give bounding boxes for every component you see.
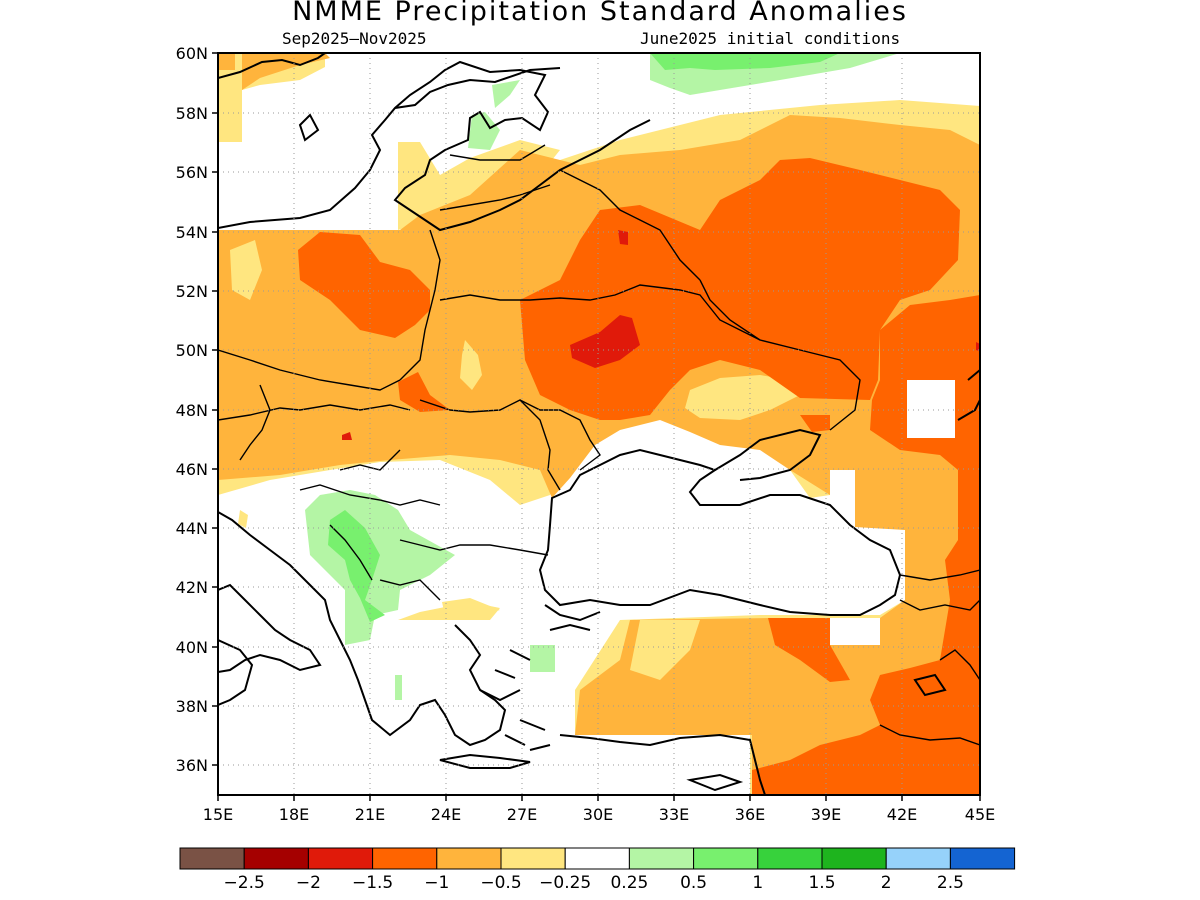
coastline-finland — [394, 67, 561, 109]
lat-label: 38N — [176, 697, 208, 716]
map-frame — [217, 52, 981, 796]
colorbar-label: 1 — [752, 873, 763, 893]
colorbar-label: −0.25 — [539, 873, 591, 893]
map-title: NMME Precipitation Standard Anomalies — [292, 0, 908, 27]
colorbar-swatch — [243, 847, 309, 870]
colorbar-swatch — [757, 847, 823, 870]
season-label: Sep2025–Nov2025 — [282, 29, 427, 48]
colorbar-label: −1.5 — [352, 873, 393, 893]
lat-label: 54N — [176, 223, 208, 242]
coastline-crete — [439, 753, 531, 769]
colorbar-label: −0.5 — [480, 873, 521, 893]
border-central-europe — [218, 349, 411, 461]
lon-label: 42E — [887, 805, 917, 824]
lat-label: 44N — [176, 519, 208, 538]
colorbar: −2.5 −2 −1.5 −1 −0.5 −0.25 0.25 0.5 1 1.5 2 2.5 — [179, 847, 1016, 893]
coastline-italy — [218, 583, 322, 673]
coastline-azov — [714, 428, 822, 481]
coastline-gotland — [298, 113, 320, 142]
lat-label: 36N — [176, 756, 208, 775]
coastline-aegean-islands — [479, 649, 551, 751]
border-ukraine-russia — [699, 279, 861, 431]
lat-label: 48N — [176, 401, 208, 420]
coastline-marmara — [544, 604, 601, 631]
lon-label: 24E — [431, 805, 461, 824]
lon-label: 30E — [583, 805, 613, 824]
lat-label: 40N — [176, 638, 208, 657]
colorbar-label: 2 — [881, 873, 892, 893]
border-ukraine-moldova — [519, 399, 601, 471]
lon-label: 27E — [507, 805, 537, 824]
border-balkans — [299, 484, 549, 601]
masked-cells — [830, 380, 955, 645]
colorbar-label: 1.5 — [808, 873, 835, 893]
coastline-sweden-west — [218, 53, 326, 79]
lon-label: 33E — [659, 805, 689, 824]
colorbar-swatch — [436, 847, 502, 870]
lat-label: 50N — [176, 341, 208, 360]
lat-label: 58N — [176, 104, 208, 123]
lon-label: 45E — [965, 805, 995, 824]
colorbar-swatch — [307, 847, 374, 870]
colorbar-swatch — [885, 847, 951, 870]
colorbar-swatch — [564, 847, 630, 870]
colorbar-label: 2.5 — [937, 873, 964, 893]
border-baltic-states — [439, 144, 551, 211]
longitude-labels: 15E 18E 21E 24E 27E 30E 33E 36E 39E 42E … — [203, 805, 995, 824]
colorbar-label: 0.25 — [610, 873, 648, 893]
grid-lines — [218, 53, 980, 795]
lon-label: 15E — [203, 805, 233, 824]
coastline-caspian — [957, 369, 980, 421]
coastline-lake-van — [913, 673, 947, 697]
colorbar-swatch — [628, 847, 695, 870]
coastlines — [218, 53, 980, 795]
colorbar-swatch — [821, 847, 887, 870]
border-romania — [339, 399, 561, 491]
colorbar-swatch — [372, 847, 438, 870]
lat-label: 42N — [176, 578, 208, 597]
anomaly-field — [218, 53, 980, 795]
lat-label: 56N — [176, 163, 208, 182]
anomaly-region-orange — [298, 158, 980, 795]
tick-marks — [212, 52, 981, 801]
coastline-italy-heel — [218, 639, 254, 706]
lat-label: 52N — [176, 282, 208, 301]
lon-label: 39E — [811, 805, 841, 824]
lon-label: 21E — [355, 805, 385, 824]
border-russia-belarus — [559, 169, 701, 281]
lat-label: 46N — [176, 460, 208, 479]
colorbar-swatch — [693, 847, 759, 870]
coastline-adriatic — [218, 511, 507, 747]
border-belarus-south — [439, 284, 761, 341]
colorbar-label: 0.5 — [680, 873, 707, 893]
coastline-scandinavia — [218, 60, 651, 232]
border-poland-east — [399, 229, 441, 381]
colorbar-swatch — [949, 847, 1016, 870]
anomaly-region-light-orange — [218, 53, 980, 795]
coastline-black-sea — [538, 448, 902, 616]
lon-label: 36E — [735, 805, 765, 824]
colorbar-swatch — [179, 847, 245, 870]
colorbar-label: −2 — [296, 873, 321, 893]
anomaly-region-light-green — [305, 53, 900, 700]
colorbar-label: −1 — [424, 873, 449, 893]
initial-conditions-label: June2025 initial conditions — [640, 29, 901, 48]
latitude-labels: 60N 58N 56N 54N 52N 50N 48N 46N 44N 42N … — [176, 44, 208, 775]
colorbar-swatch — [500, 847, 566, 870]
border-turkey-east — [879, 569, 980, 746]
country-borders — [218, 144, 980, 746]
coastline-cyprus — [686, 773, 744, 792]
colorbar-label: −2.5 — [224, 873, 265, 893]
lat-label: 60N — [176, 44, 208, 63]
coastline-turkey-south — [559, 733, 766, 795]
lon-label: 18E — [279, 805, 309, 824]
